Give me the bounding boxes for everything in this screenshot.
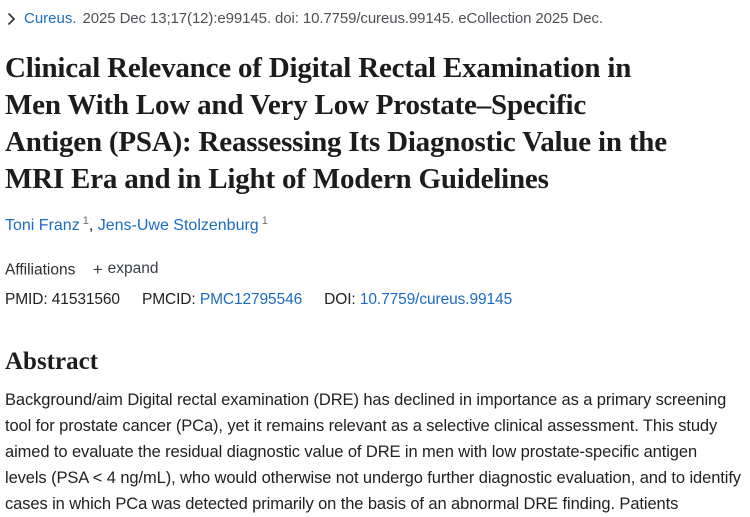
pmid-value: 41531560 xyxy=(51,290,120,308)
author-link-jens-uwe-stolzenburg[interactable]: Jens-Uwe Stolzenburg xyxy=(97,217,259,234)
citation-line: Cureus. 2025 Dec 13;17(12):e99145. doi: … xyxy=(5,9,742,29)
abstract-text: Background/aim Digital rectal examinatio… xyxy=(5,390,741,513)
identifiers-row: PMID: 41531560 PMCID: PMC12795546 DOI: 10.… xyxy=(5,290,742,310)
journal-link[interactable]: Cureus. xyxy=(24,10,77,27)
doi-link[interactable]: 10.7759/cureus.99145 xyxy=(359,290,513,308)
plus-icon: + xyxy=(92,259,103,279)
pmid-label: PMID: xyxy=(5,290,48,308)
expand-label: expand xyxy=(107,260,159,277)
doi-group: DOI: 10.7759/cureus.99145 xyxy=(324,291,512,308)
author-affiliation-sup[interactable]: 1 xyxy=(82,214,89,227)
author-link-toni-franz[interactable]: Toni Franz xyxy=(5,217,80,234)
journal-toggle-chevron-icon[interactable] xyxy=(7,12,16,26)
affiliations-row: Affiliations + expand xyxy=(5,258,742,282)
pmcid-group: PMCID: PMC12795546 xyxy=(142,291,302,308)
doi-label: DOI: xyxy=(324,290,356,308)
article-title: Clinical Relevance of Digital Rectal Exa… xyxy=(5,52,667,195)
authors-line: Toni Franz 1, Jens-Uwe Stolzenburg 1 xyxy=(5,214,742,238)
affiliations-label: Affiliations xyxy=(5,261,76,279)
expand-affiliations-button[interactable]: + expand xyxy=(93,258,159,280)
pmcid-link[interactable]: PMC12795546 xyxy=(199,290,303,308)
author-affiliation-sup[interactable]: 1 xyxy=(261,214,268,227)
pmid-group: PMID: 41531560 xyxy=(5,291,120,308)
author-separator: , xyxy=(88,217,98,234)
citation-meta: 2025 Dec 13;17(12):e99145. doi: 10.7759/… xyxy=(82,10,603,27)
pmcid-label: PMCID: xyxy=(141,290,196,308)
abstract-heading: Abstract xyxy=(5,347,99,375)
